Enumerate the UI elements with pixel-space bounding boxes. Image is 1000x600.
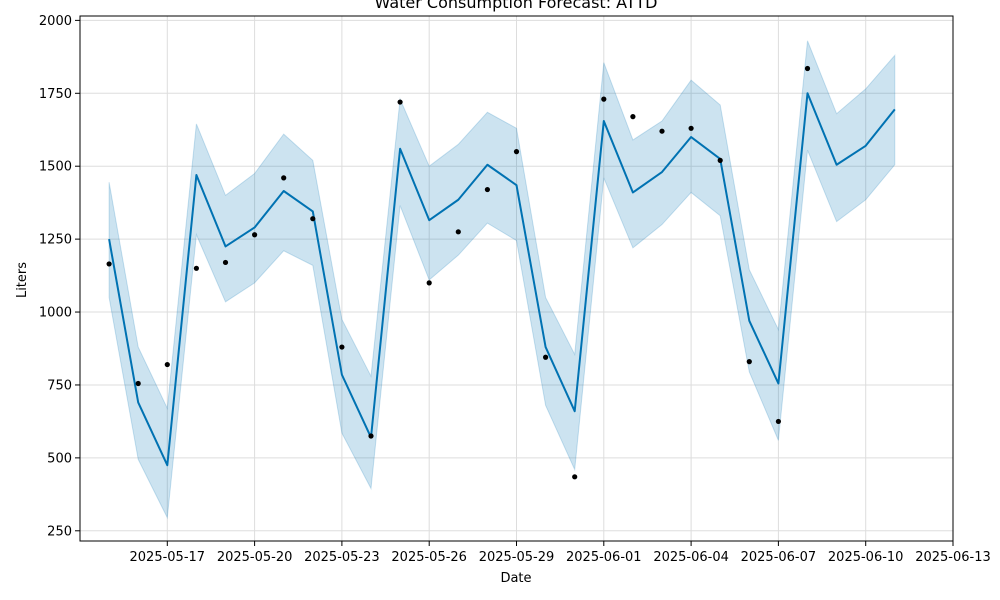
y-tick-label: 1000 <box>39 306 72 321</box>
observed-point <box>688 125 694 131</box>
x-tick-label: 2025-05-17 <box>130 550 206 565</box>
uncertainty-band <box>108 40 896 520</box>
chart-title: Water Consumption Forecast: ATTD <box>375 0 658 12</box>
observed-point <box>426 280 432 286</box>
x-axis: 2025-05-17 2025-05-20 2025-05-23 2025-05-26… <box>130 541 991 565</box>
observed-point <box>164 361 170 368</box>
y-tick-label: 2000 <box>39 14 72 29</box>
observed-point <box>252 232 258 238</box>
x-tick-label: 2025-06-13 <box>915 550 991 565</box>
y-axis-label: Liters <box>15 262 30 298</box>
y-tick-label: 1250 <box>39 233 72 248</box>
uncertainty-band-layer <box>108 40 896 520</box>
observed-point <box>630 114 636 120</box>
x-tick-label: 2025-05-20 <box>217 550 293 565</box>
y-tick-label: 500 <box>47 451 72 466</box>
observed-point <box>484 186 490 193</box>
observed-point <box>222 259 229 266</box>
observed-point <box>135 380 141 387</box>
y-tick-label: 750 <box>47 378 72 393</box>
observed-point <box>746 359 752 365</box>
observed-point <box>659 128 665 134</box>
observed-point <box>368 433 374 439</box>
grid-lines <box>80 16 954 541</box>
observed-point <box>513 149 520 155</box>
observed-point <box>310 216 316 222</box>
x-axis-label: Date <box>500 571 531 586</box>
x-tick-label: 2025-06-10 <box>828 550 904 565</box>
y-tick-label: 1500 <box>39 160 72 175</box>
observed-points-layer <box>106 65 811 480</box>
observed-point <box>775 418 782 425</box>
observed-point <box>601 96 607 102</box>
observed-point <box>397 99 403 105</box>
observed-point <box>455 229 461 235</box>
forecast-line <box>108 92 896 467</box>
y-tick-label: 1750 <box>39 87 72 102</box>
observed-point <box>281 175 287 181</box>
observed-point <box>543 354 549 360</box>
x-tick-label: 2025-06-01 <box>566 550 642 565</box>
forecast-line-layer <box>108 92 896 467</box>
observed-point <box>339 344 345 350</box>
x-tick-label: 2025-06-07 <box>741 550 817 565</box>
x-tick-label: 2025-05-26 <box>391 550 467 565</box>
x-tick-label: 2025-06-04 <box>653 550 729 565</box>
x-tick-label: 2025-05-29 <box>479 550 555 565</box>
x-tick-label: 2025-05-23 <box>304 550 380 565</box>
observed-point <box>572 474 578 480</box>
y-axis: 250 500 750 1000 1250 1500 1750 2000 <box>39 14 80 539</box>
observed-point <box>804 65 811 72</box>
observed-point <box>717 157 723 163</box>
y-tick-label: 250 <box>47 524 72 539</box>
observed-point <box>106 261 112 267</box>
observed-point <box>193 265 199 271</box>
